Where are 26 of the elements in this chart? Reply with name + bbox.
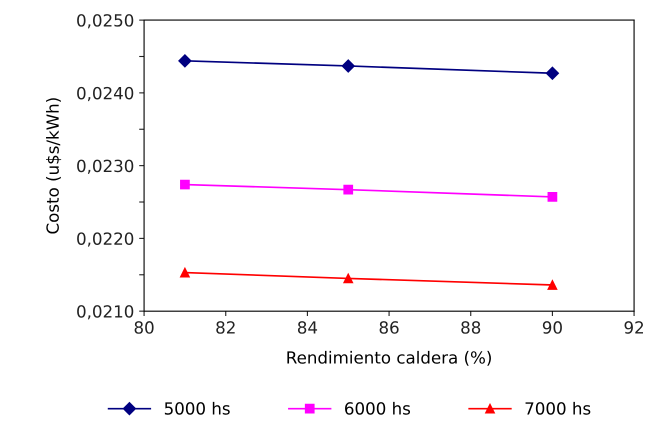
point (342, 59, 355, 73)
y-tick-label: 0,0230 (77, 160, 134, 174)
x-tick-label: 86 (380, 321, 399, 334)
y-tick-label: 0,0210 (77, 305, 134, 320)
x-tick-label: 82 (216, 321, 235, 334)
point (548, 192, 558, 202)
point (180, 268, 190, 278)
point (343, 274, 354, 284)
point (548, 280, 558, 290)
x-tick-label: 88 (461, 321, 480, 334)
point (180, 180, 190, 190)
y-tick-label: 0,0250 (77, 14, 134, 28)
y-tick-label: 0,0240 (77, 86, 134, 102)
x-tick-label: 90 (542, 321, 562, 334)
point (343, 184, 354, 195)
legend-label: 7000 hs (526, 402, 590, 415)
point (546, 66, 559, 80)
point (178, 54, 192, 68)
y-tick-label: 0,0220 (77, 232, 134, 247)
x-tick-label: 80 (134, 321, 154, 334)
legend-label: 6000 hs (345, 402, 410, 415)
y-axis-title: Costo (u$s/kWh) (46, 98, 62, 234)
x-tick-label: 92 (624, 321, 644, 334)
x-tick-label: 84 (298, 321, 318, 334)
legend-label: 5000 hs (164, 402, 230, 415)
x-axis-title: Rendimiento caldera (%) (287, 350, 491, 366)
